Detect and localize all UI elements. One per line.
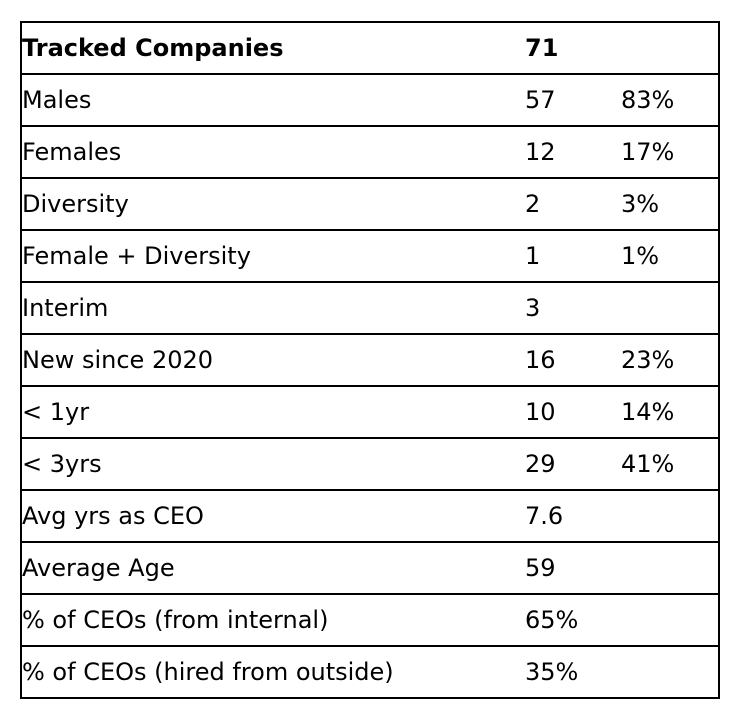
table-row-female-diversity: Female + Diversity 1 1% — [20, 229, 720, 283]
row-pct-cell: 17% — [621, 125, 720, 179]
table-row-males: Males 57 83% — [20, 73, 720, 127]
row-count-cell: 29 — [525, 437, 621, 491]
table-row-ceos-internal: % of CEOs (from internal) 65% — [20, 593, 720, 647]
row-pct-cell: 83% — [621, 73, 720, 127]
table-row-females: Females 12 17% — [20, 125, 720, 179]
row-count-cell: 16 — [525, 333, 621, 387]
row-count: 71 — [525, 34, 559, 62]
row-count: 16 — [525, 346, 556, 374]
row-pct: 23% — [621, 346, 675, 374]
row-count-cell: 65% — [525, 593, 621, 647]
row-pct: 41% — [621, 450, 675, 478]
row-label-cell: Tracked Companies — [20, 21, 525, 75]
table-row-interim: Interim 3 — [20, 281, 720, 335]
row-count: 35% — [525, 658, 579, 686]
table-row-ceos-outside: % of CEOs (hired from outside) 35% — [20, 645, 720, 699]
row-pct-cell — [621, 593, 720, 647]
row-label-cell: Diversity — [20, 177, 525, 231]
table-row-diversity: Diversity 2 3% — [20, 177, 720, 231]
row-pct-cell — [621, 541, 720, 595]
row-pct: 1% — [621, 242, 660, 270]
row-label-cell: % of CEOs (hired from outside) — [20, 645, 525, 699]
row-label: % of CEOs (from internal) — [22, 606, 329, 634]
row-count-cell: 1 — [525, 229, 621, 283]
row-count-cell: 12 — [525, 125, 621, 179]
row-count: 3 — [525, 294, 541, 322]
row-count: 2 — [525, 190, 541, 218]
row-label: Diversity — [22, 190, 129, 218]
row-label-cell: % of CEOs (from internal) — [20, 593, 525, 647]
row-pct: 14% — [621, 398, 675, 426]
row-label-cell: Interim — [20, 281, 525, 335]
row-count: 7.6 — [525, 502, 564, 530]
row-pct: 17% — [621, 138, 675, 166]
row-label: < 3yrs — [22, 450, 102, 478]
row-count-cell: 10 — [525, 385, 621, 439]
row-count-cell: 7.6 — [525, 489, 621, 543]
row-label: Females — [22, 138, 122, 166]
row-count-cell: 2 — [525, 177, 621, 231]
table-row-new-since-2020: New since 2020 16 23% — [20, 333, 720, 387]
row-pct-cell — [621, 645, 720, 699]
row-label-cell: Males — [20, 73, 525, 127]
row-pct-cell — [621, 281, 720, 335]
row-label: Tracked Companies — [22, 34, 284, 62]
table-row-tracked-companies: Tracked Companies 71 — [20, 21, 720, 75]
row-count-cell: 57 — [525, 73, 621, 127]
row-pct-cell — [621, 21, 720, 75]
row-label: < 1yr — [22, 398, 90, 426]
row-label: Interim — [22, 294, 109, 322]
row-label: Avg yrs as CEO — [22, 502, 204, 530]
row-count: 29 — [525, 450, 556, 478]
row-pct: 3% — [621, 190, 660, 218]
row-count-cell: 3 — [525, 281, 621, 335]
row-label-cell: Avg yrs as CEO — [20, 489, 525, 543]
row-label: Average Age — [22, 554, 175, 582]
row-count: 65% — [525, 606, 579, 634]
ceo-stats-table: Tracked Companies 71 Males 57 83% Female… — [20, 21, 720, 699]
row-pct-cell — [621, 489, 720, 543]
table-row-avg-yrs-ceo: Avg yrs as CEO 7.6 — [20, 489, 720, 543]
row-count-cell: 35% — [525, 645, 621, 699]
row-label-cell: < 1yr — [20, 385, 525, 439]
row-label: New since 2020 — [22, 346, 214, 374]
row-label-cell: < 3yrs — [20, 437, 525, 491]
row-label-cell: New since 2020 — [20, 333, 525, 387]
row-count-cell: 59 — [525, 541, 621, 595]
row-count: 57 — [525, 86, 556, 114]
row-pct-cell: 23% — [621, 333, 720, 387]
row-pct: 83% — [621, 86, 675, 114]
row-count-cell: 71 — [525, 21, 621, 75]
row-label: Female + Diversity — [22, 242, 251, 270]
row-label: % of CEOs (hired from outside) — [22, 658, 394, 686]
row-count: 12 — [525, 138, 556, 166]
row-count: 10 — [525, 398, 556, 426]
row-count: 59 — [525, 554, 556, 582]
row-label-cell: Average Age — [20, 541, 525, 595]
table-row-average-age: Average Age 59 — [20, 541, 720, 595]
row-label-cell: Female + Diversity — [20, 229, 525, 283]
row-pct-cell: 14% — [621, 385, 720, 439]
row-pct-cell: 1% — [621, 229, 720, 283]
row-pct-cell: 3% — [621, 177, 720, 231]
row-pct-cell: 41% — [621, 437, 720, 491]
table-row-under-1yr: < 1yr 10 14% — [20, 385, 720, 439]
table-row-under-3yrs: < 3yrs 29 41% — [20, 437, 720, 491]
row-label-cell: Females — [20, 125, 525, 179]
row-label: Males — [22, 86, 92, 114]
row-count: 1 — [525, 242, 541, 270]
